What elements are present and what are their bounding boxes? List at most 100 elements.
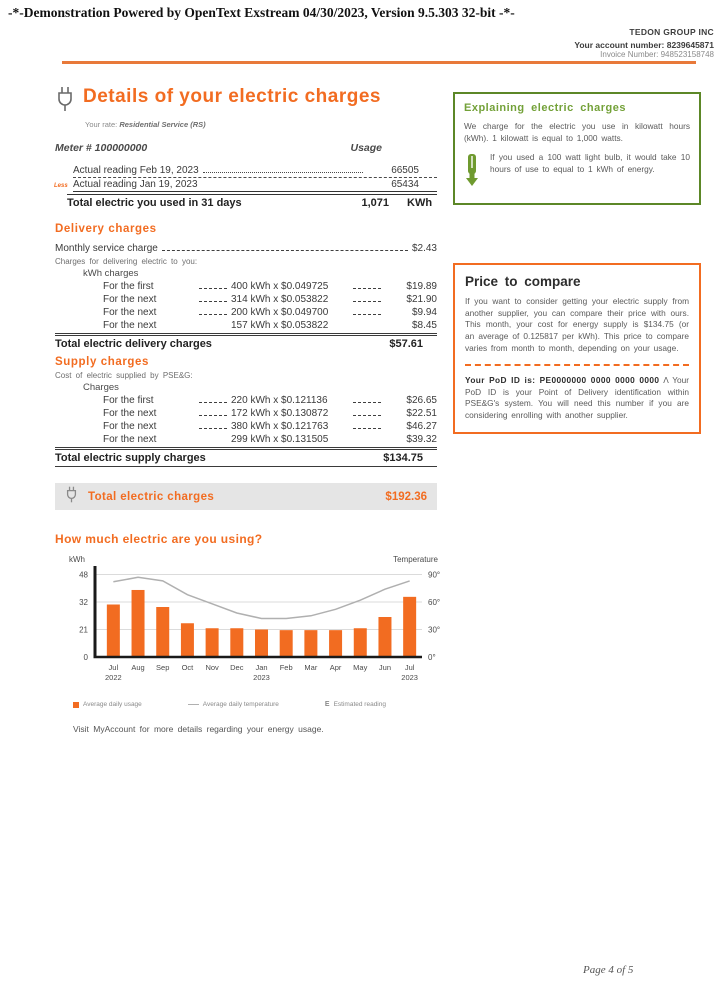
usage-chart-title: How much electric are you using? [55,532,263,546]
meter-number: Meter # 100000000 [55,142,148,154]
dashed-divider [465,364,689,367]
total-charges-value: $192.36 [385,490,427,503]
total-electric-banner: Total electric charges $192.36 [55,483,437,510]
header-account-block: TEDON GROUP INC Your account number: 823… [574,27,714,60]
pod-id-value: Your PoD ID is: PE0000000 0000 0000 0000 [465,375,660,386]
charge-label: For the next [103,408,157,419]
page-title: Details of your electric charges [83,86,381,107]
plug-icon [65,485,78,509]
legend-item-estimated: E Estimated reading [325,701,386,708]
explain-box-body: We charge for the electric you use in ki… [464,121,690,143]
legend-item-temperature: Average daily temperature [187,701,279,708]
charge-calc: 200 kWh x $0.049700 [231,307,329,318]
pod-id-description: Your PoD ID is your Point of Delivery id… [465,375,689,421]
charge-calc: 157 kWh x $0.053822 [231,320,329,331]
svg-text:Aug: Aug [131,663,144,672]
svg-text:Feb: Feb [280,663,293,672]
table-row: For the next 299 kWh x $0.131505 $39.32 [55,433,437,446]
account-number-line: Your account number: 8239645871 [574,39,714,50]
supply-section-title: Supply charges [55,356,150,368]
explain-box-title: Explaining electric charges [464,102,626,114]
table-row: For the first 400 kWh x $0.049725 $19.89 [55,280,437,293]
legend-label: Average daily usage [83,701,142,708]
company-name: TEDON GROUP INC [629,27,714,37]
table-row: Actual reading Feb 19, 2023 66505 [73,164,437,178]
svg-text:kWh: kWh [69,555,85,564]
delivery-total-row: Total electric delivery charges $57.61 [55,333,437,352]
bulb-note-row: If you used a 100 watt light bulb, it wo… [464,152,690,193]
charge-calc: 299 kWh x $0.131505 [231,434,329,445]
svg-text:Jul: Jul [405,663,415,672]
table-row: For the first 220 kWh x $0.121136 $26.65 [55,394,437,407]
dotted-leader [202,172,363,173]
svg-text:48: 48 [79,571,88,580]
charge-label: For the next [103,421,157,432]
reading2-value: 65434 [391,179,419,190]
price-box-title: Price to compare [465,274,581,290]
svg-text:Dec: Dec [230,663,244,672]
charge-amount: $22.51 [406,408,437,419]
svg-text:2022: 2022 [105,673,122,682]
myaccount-footnote: Visit MyAccount for more details regardi… [73,724,324,734]
delivery-total-value: $57.61 [389,338,423,350]
charge-label: For the next [103,320,157,331]
delivery-subtitle: Charges for delivering electric to you: [55,257,198,266]
total-used-label: Total electric you used in 31 days [67,197,242,209]
dashed-leader [353,288,381,289]
reading1-value: 66505 [391,165,419,176]
invoice-number-line: Invoice Number: 948523158748 [600,50,714,60]
bar-swatch-icon [73,701,79,708]
dashed-leader [353,428,381,429]
rate-label: Your rate: [85,120,118,129]
supply-total-value: $134.75 [383,452,423,464]
page-number: Page 4 of 5 [583,964,634,976]
table-row: For the next 157 kWh x $0.053822 $8.45 [55,319,437,332]
pod-id-paragraph: Your PoD ID is: PE0000000 0000 0000 0000… [465,375,689,421]
svg-text:90°: 90° [428,571,440,580]
lightbulb-icon [464,152,490,193]
details-title-row: Details of your electric charges [55,86,437,117]
svg-text:0: 0 [84,653,89,662]
charge-label: For the next [103,294,157,305]
charge-amount: $9.94 [411,307,437,318]
rate-value: Residential Service (RS) [119,120,206,129]
svg-text:Jan: Jan [255,663,267,672]
svg-text:May: May [353,663,367,672]
monthly-service-value: $2.43 [411,243,437,254]
svg-text:Nov: Nov [205,663,219,672]
price-to-compare-box: Price to compare If you want to consider… [453,263,701,434]
svg-text:2023: 2023 [401,673,418,682]
main-column: Details of your electric charges Your ra… [54,86,440,734]
reading1-label: Actual reading Feb 19, 2023 [73,165,199,176]
dashed-leader [161,250,408,251]
meter-header-row: Meter # 100000000 Usage [55,142,437,154]
svg-text:Jun: Jun [379,663,391,672]
supply-total-row: Total electric supply charges $134.75 [55,447,437,467]
dashed-leader [199,301,227,302]
supply-total-label: Total electric supply charges [55,452,206,464]
pod-suffix: Λ [663,375,669,386]
rate-line: Your rate: Residential Service (RS) [85,120,437,129]
svg-text:60°: 60° [428,598,440,607]
dashed-leader [199,314,227,315]
dashed-leader [199,428,227,429]
svg-text:30°: 30° [428,626,440,635]
dashed-leader [199,402,227,403]
line-swatch-icon [187,704,199,705]
total-charges-label: Total electric charges [88,490,215,503]
sidebar-column: Explaining electric charges We charge fo… [453,92,701,434]
kwh-charges-label: kWh charges [83,268,139,279]
charge-amount: $26.65 [406,395,437,406]
table-row: For the next 172 kWh x $0.130872 $22.51 [55,407,437,420]
charge-label: For the next [103,434,157,445]
svg-text:0°: 0° [428,653,436,662]
dashed-leader [353,314,381,315]
table-row: Less Actual reading Jan 19, 2023 65434 [54,178,437,192]
charge-amount: $46.27 [406,421,437,432]
svg-text:Mar: Mar [304,663,317,672]
plug-icon [55,86,75,117]
usage-column-header: Usage [350,142,382,154]
charge-amount: $19.89 [406,281,437,292]
svg-text:Temperature: Temperature [393,555,438,564]
